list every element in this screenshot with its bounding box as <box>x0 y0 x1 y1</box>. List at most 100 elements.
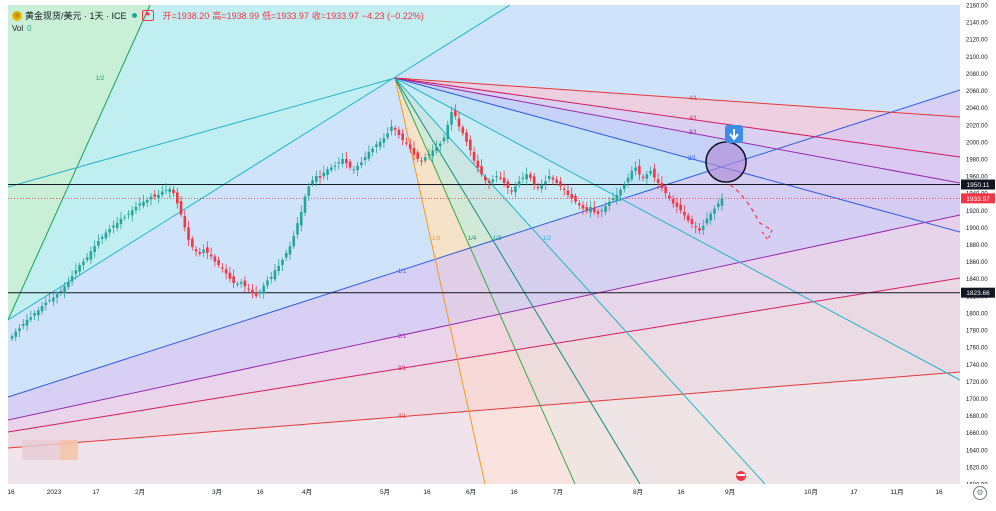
fan-ray-3 <box>394 77 766 484</box>
candle-body <box>288 246 292 255</box>
fan-label-3: 3/1 <box>689 130 698 136</box>
candle-body <box>85 257 89 261</box>
candle-body <box>341 158 344 164</box>
candle-body <box>487 181 491 183</box>
candle-body <box>709 213 713 221</box>
x-tick-label: 9月 <box>725 488 735 496</box>
candle-body <box>446 124 450 140</box>
y-axis-panel <box>960 0 996 511</box>
candle-body <box>251 289 254 294</box>
fan-ray-1 <box>394 77 576 484</box>
candle-body <box>653 168 656 178</box>
candle-body <box>502 177 506 183</box>
candle-body <box>401 133 404 141</box>
candle-body <box>63 286 66 293</box>
candle-body <box>281 259 284 266</box>
candle-body <box>544 181 547 184</box>
candle-body <box>157 194 160 199</box>
candle-body <box>258 291 262 294</box>
price-label-box <box>961 287 995 298</box>
fan-line-purple-low <box>8 214 960 421</box>
y-tick-label: 1620.00 <box>966 465 988 471</box>
candle-body <box>228 272 232 279</box>
candle-body <box>164 189 168 191</box>
x-tick-label: 5月 <box>380 488 390 496</box>
fan-label-9: 1/1 <box>398 269 407 275</box>
candle-body <box>232 276 235 283</box>
candle-body <box>221 267 224 269</box>
price-label-text: 1933.97 <box>966 196 990 203</box>
y-tick-label: 1640.00 <box>966 448 988 454</box>
candle-body <box>318 176 322 178</box>
candle-body <box>187 227 190 241</box>
price-label-box <box>961 193 995 204</box>
candle-body <box>100 236 104 239</box>
candle-body <box>713 208 716 214</box>
fan-band-low-3 <box>8 372 960 484</box>
candle-body <box>236 283 239 285</box>
candle-body <box>638 165 641 175</box>
x-axis-panel <box>0 484 996 511</box>
flag-icon[interactable]: ⚑ <box>141 10 154 21</box>
candle-body <box>510 190 513 192</box>
candle-body <box>213 256 217 262</box>
candle-body <box>668 195 671 199</box>
candle-body <box>194 249 198 252</box>
fan-line-low-3 <box>8 77 396 188</box>
candle-body <box>559 181 562 187</box>
candle-body <box>690 219 694 224</box>
settings-icon[interactable]: ⚙ <box>973 486 987 500</box>
fan-ray-2 <box>394 77 641 484</box>
candle-body <box>686 215 690 221</box>
candle-body <box>93 246 96 253</box>
candle-body <box>345 158 348 164</box>
candle-body <box>119 218 123 224</box>
candle-body <box>698 228 701 231</box>
price-label-box <box>961 179 995 190</box>
candle-body <box>138 203 142 206</box>
candle-body <box>476 160 480 168</box>
candle-body <box>472 151 476 161</box>
high-value: 高=1938.99 <box>212 11 260 21</box>
candle-body <box>224 269 228 274</box>
y-tick-label: 1680.00 <box>966 414 988 420</box>
y-tick-label: 1720.00 <box>966 380 988 386</box>
candle-body <box>701 225 705 231</box>
candle-body <box>209 254 213 257</box>
candle-body <box>596 211 600 214</box>
candle-body <box>363 157 367 161</box>
candle-body <box>40 306 44 312</box>
candle-body <box>525 174 528 180</box>
candle-body <box>10 336 14 339</box>
candle-body <box>420 160 423 162</box>
candle-body <box>450 111 453 125</box>
y-tick-label: 2160.00 <box>966 4 988 10</box>
fan-layer <box>8 5 960 484</box>
y-tick-label: 1800.00 <box>966 311 988 317</box>
candle-body <box>574 196 577 202</box>
candle-body <box>683 211 686 216</box>
candle-body <box>48 300 51 302</box>
x-tick-label: 16 <box>677 489 685 496</box>
candle-body <box>104 232 108 239</box>
x-tick-label: 2月 <box>135 488 145 496</box>
candle-body <box>89 251 93 260</box>
candle-body <box>671 199 675 204</box>
candle-body <box>619 189 622 196</box>
fan-band-low-1 <box>8 215 960 432</box>
candle-body <box>649 170 652 174</box>
candle-body <box>634 167 637 171</box>
candle-body <box>412 147 416 155</box>
candle-body <box>21 324 25 327</box>
x-tick-label: 16 <box>7 489 15 496</box>
candle-body <box>142 201 145 206</box>
candle-body <box>397 129 401 136</box>
price-label-text: 1823.66 <box>966 290 990 297</box>
candle-body <box>465 132 468 142</box>
fan-line-pink-low <box>8 277 960 433</box>
projection-path <box>729 184 771 230</box>
open-value: 开=1938.20 <box>162 11 210 21</box>
symbol-title[interactable]: 黄金现货/美元 · 1天 · ICE <box>25 11 127 21</box>
